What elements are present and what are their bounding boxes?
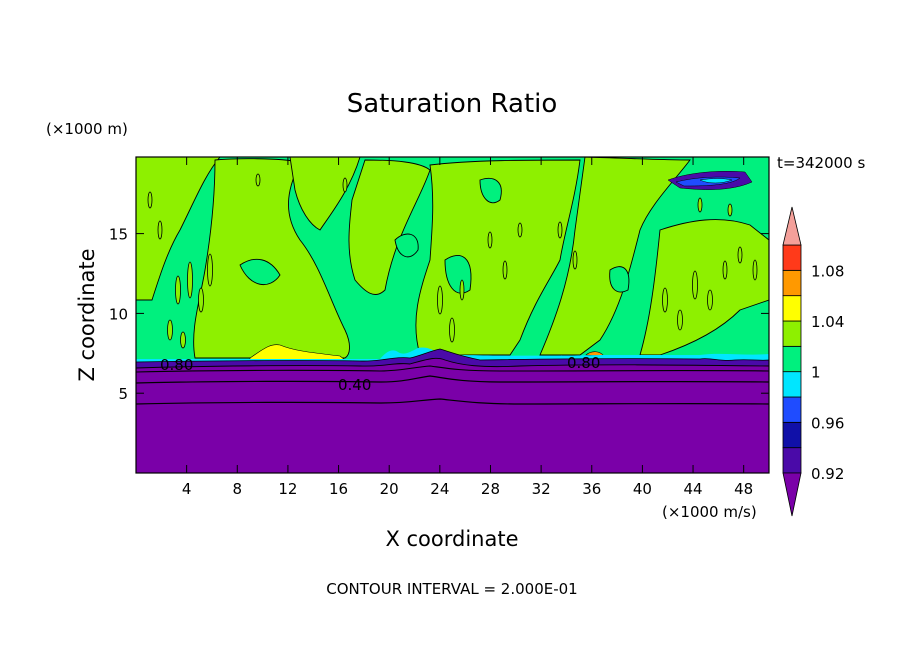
- x-tick-label: 20: [380, 480, 399, 498]
- colorbar-tick-label: 0.96: [811, 414, 844, 432]
- footer-contour-interval: CONTOUR INTERVAL = 2.000E-01: [326, 580, 577, 598]
- chart-title: Saturation Ratio: [347, 89, 558, 119]
- contour-label: 0.40: [338, 376, 371, 394]
- field-warm-anomaly: [249, 344, 605, 361]
- x-tick-label: 28: [481, 480, 500, 498]
- colorbar: 0.92 0.96 1 1.04 1.08: [782, 206, 844, 517]
- field-light-green-patches: [136, 157, 769, 359]
- colorbar-swatch: [782, 371, 802, 398]
- contour-labels: 0.80 0.40 0.80: [160, 354, 600, 394]
- colorbar-swatch: [782, 320, 802, 347]
- x-unit-label: (×1000 m/s): [662, 503, 757, 521]
- colorbar-swatch: [782, 269, 802, 297]
- x-tick-label: 44: [683, 480, 702, 498]
- colorbar-tick-label: 1.08: [811, 262, 844, 280]
- colorbar-swatch: [782, 421, 802, 449]
- contour-field: [136, 157, 769, 473]
- time-label: t=342000 s: [777, 154, 865, 172]
- contour-label: 0.80: [567, 354, 600, 372]
- x-tick-label: 8: [233, 480, 243, 498]
- field-green-intrusions: [239, 178, 630, 294]
- z-unit-label: (×1000 m): [46, 120, 128, 138]
- x-tick-label: 36: [582, 480, 601, 498]
- x-tick-label: 32: [532, 480, 551, 498]
- x-tick-label: 48: [734, 480, 753, 498]
- colorbar-swatch: [782, 244, 802, 271]
- colorbar-swatch: [782, 396, 802, 423]
- field-upper-supersaturated-patch: [667, 171, 753, 190]
- colorbar-swatch: [782, 295, 802, 322]
- colorbar-tick-label: 1.04: [811, 313, 844, 331]
- x-tick-label: 16: [329, 480, 348, 498]
- x-tick-label: 40: [633, 480, 652, 498]
- colorbar-under-arrow: [782, 472, 802, 517]
- colorbar-tick-label: 0.92: [811, 465, 844, 483]
- x-tick-label: 12: [278, 480, 297, 498]
- field-lower-dry-layer: [136, 347, 769, 473]
- y-axis-label: Z coordinate: [75, 248, 99, 381]
- z-tick-label: 10: [109, 305, 128, 323]
- plot-frame: [135, 156, 770, 474]
- colorbar-over-arrow: [782, 206, 802, 246]
- colorbar-swatch: [782, 447, 802, 474]
- colorbar-tick-label: 1: [811, 364, 821, 382]
- x-tick-label: 4: [182, 480, 192, 498]
- z-tick-label: 5: [118, 385, 128, 403]
- colorbar-swatch: [782, 345, 802, 373]
- z-tick-label: 15: [109, 226, 128, 244]
- field-cirrus-streaks: [147, 173, 758, 349]
- contour-label: 0.80: [160, 356, 193, 374]
- x-tick-label: 24: [430, 480, 449, 498]
- x-axis-label: X coordinate: [385, 527, 518, 551]
